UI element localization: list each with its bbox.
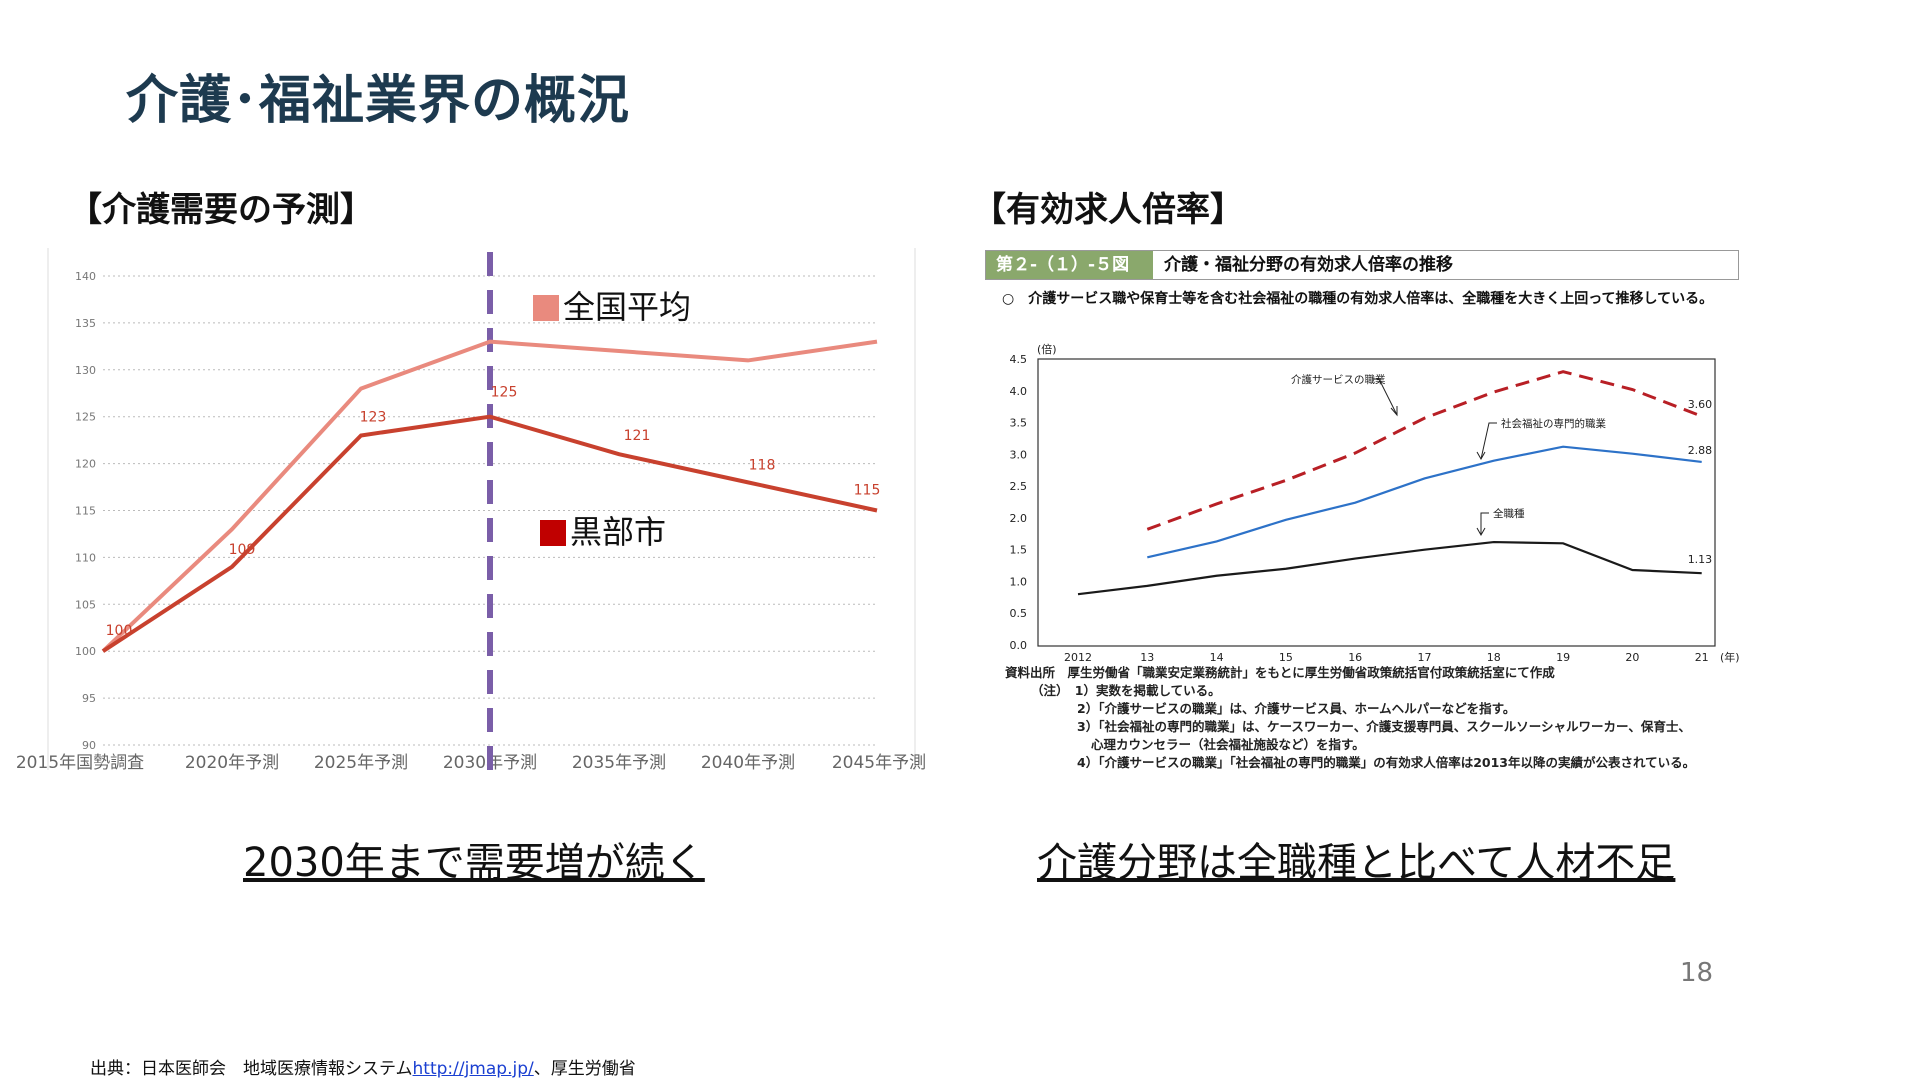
x-tick-label: 2040年予測 — [701, 753, 795, 773]
demand-forecast-chart: 90 95 100 105 110 115 120 125 130 135 140 2015年国勢調… — [16, 248, 926, 775]
note-3-cont: 心理カウンセラー（社会福祉施設など）を指す。 — [1091, 737, 1365, 752]
y-tick-label: 90 — [82, 739, 96, 752]
x-tick-label: 20 — [1625, 651, 1639, 664]
x-tick-label: 2045年予測 — [832, 753, 926, 773]
figure-title-bar: 第２-（１）-５図 介護・福祉分野の有効求人倍率の推移 — [985, 250, 1739, 280]
y-tick-label: 140 — [75, 270, 96, 283]
y-tick-label: 100 — [75, 645, 96, 658]
y-tick-label: 0.5 — [1010, 607, 1028, 620]
data-label: 115 — [854, 483, 881, 499]
x-tick-label: 2015年国勢調査 — [16, 753, 144, 773]
x-unit-label: (年) — [1720, 650, 1740, 664]
y-tick-label: 3.5 — [1010, 417, 1028, 430]
x-tick-label: 13 — [1140, 651, 1154, 664]
data-label: 109 — [229, 542, 256, 558]
kurobe-city-line — [101, 414, 878, 653]
end-value-label: 2.88 — [1688, 444, 1713, 457]
note-4: 4）「介護サービスの職業」「社会福祉の専門的職業」の有効求人倍率は2013年以降… — [1077, 755, 1696, 770]
care-service-callout-arrowhead — [1390, 406, 1398, 417]
legend-city-swatch — [540, 520, 566, 546]
x-tick-label: 2025年予測 — [314, 753, 408, 773]
social-welfare-callout: 社会福祉の専門的職業 — [1501, 417, 1606, 430]
note-1: （注） 1）実数を掲載している。 — [1031, 683, 1221, 698]
y-tick-label: 0.0 — [1010, 639, 1028, 652]
x-tick-label: 19 — [1556, 651, 1570, 664]
y-tick-label: 1.0 — [1010, 575, 1028, 588]
data-label: 121 — [624, 428, 651, 444]
job-ratio-heading: 【有効求人倍率】 — [972, 190, 1244, 230]
social-welfare-callout-arrow — [1480, 422, 1497, 460]
figure-number: 第２-（１）-５図 — [986, 251, 1153, 279]
figure-description: ○ 介護サービス職や保育士等を含む社会福祉の職種の有効求人倍率は、全職種を大きく… — [1002, 291, 1714, 307]
job-ratio-caption: 介護分野は全職種と比べて人材不足 — [1037, 840, 1676, 886]
y-unit-label: (倍) — [1037, 342, 1057, 356]
y-tick-label: 3.0 — [1010, 448, 1028, 461]
y-tick-label: 105 — [75, 598, 96, 611]
source-link[interactable]: http://jmap.jp/ — [412, 1059, 534, 1079]
y-tick-label: 115 — [75, 505, 96, 518]
y-tick-label: 2.5 — [1010, 480, 1028, 493]
x-tick-label: 15 — [1279, 651, 1293, 664]
legend-national-swatch — [533, 295, 559, 321]
end-value-label: 1.13 — [1688, 553, 1713, 566]
note-3: 3）「社会福祉の専門的職業」は、ケースワーカー、介護支援専門員、スクールソーシャ… — [1077, 719, 1691, 734]
data-label: 125 — [491, 385, 518, 401]
y-tick-label: 1.5 — [1010, 544, 1028, 557]
x-tick-label: 18 — [1487, 651, 1501, 664]
note-source: 資料出所 厚生労働省「職業安定業務統計」をもとに厚生労働省政策統括官付政策統括室… — [1005, 665, 1555, 680]
slide-title: 介護･福祉業界の概況 — [126, 71, 631, 131]
y-tick-label: 110 — [75, 551, 96, 564]
y-tick-label: 130 — [75, 364, 96, 377]
y-tick-label: 4.0 — [1010, 385, 1028, 398]
x-tick-label: 14 — [1210, 651, 1224, 664]
social-welfare-callout-arrowhead — [1476, 451, 1486, 461]
source-suffix: 、厚生労働省 — [533, 1059, 636, 1079]
plot-frame — [1037, 358, 1716, 647]
job-ratio-chart: (倍) 0.0 0.5 1.0 1.5 2.0 2.5 3.0 3.5 4.0 4.5 2012 1… — [1010, 342, 1740, 664]
y-tick-label: 2.0 — [1010, 512, 1028, 525]
all-jobs-line — [1077, 540, 1702, 596]
care-service-line — [1146, 370, 1703, 531]
care-service-callout-arrow — [1373, 378, 1398, 416]
all-jobs-callout: 全職種 — [1493, 507, 1525, 520]
demand-forecast-heading: 【介護需要の予測】 — [68, 190, 374, 230]
figure-notes: 資料出所 厚生労働省「職業安定業務統計」をもとに厚生労働省政策統括官付政策統括室… — [1005, 664, 1695, 772]
data-label: 118 — [749, 457, 776, 473]
all-jobs-callout-arrow — [1480, 512, 1489, 535]
y-tick-label: 120 — [75, 458, 96, 471]
x-tick-label: 2020年予測 — [185, 753, 279, 773]
legend-national-label: 全国平均 — [563, 288, 691, 326]
source-citation: 出典：日本医師会 地域医療情報システムhttp://jmap.jp/、厚生労働省 — [90, 1054, 636, 1079]
figure-title: 介護・福祉分野の有効求人倍率の推移 — [1164, 255, 1453, 275]
x-tick-label: 16 — [1348, 651, 1362, 664]
demand-caption: 2030年まで需要増が続く — [243, 840, 705, 886]
page-number: 18 — [1680, 958, 1714, 988]
note-2: 2）「介護サービスの職業」は、介護サービス員、ホームヘルパーなどを指す。 — [1077, 701, 1516, 716]
y-tick-label: 95 — [82, 692, 96, 705]
x-tick-label: 17 — [1418, 651, 1432, 664]
care-service-callout: 介護サービスの職業 — [1291, 373, 1386, 386]
source-prefix: 出典：日本医師会 地域医療情報システム — [90, 1059, 413, 1079]
national-average-line — [101, 339, 878, 653]
data-label: 100 — [106, 623, 133, 639]
y-tick-label: 135 — [75, 317, 96, 330]
y-tick-label: 4.5 — [1010, 353, 1028, 366]
social-welfare-line — [1147, 445, 1702, 559]
end-value-label: 3.60 — [1688, 398, 1713, 411]
data-label: 123 — [360, 409, 387, 425]
x-tick-label: 21 — [1695, 651, 1709, 664]
x-tick-label: 2035年予測 — [572, 753, 666, 773]
all-jobs-callout-arrowhead — [1476, 527, 1486, 537]
x-tick-label: 2012 — [1064, 651, 1092, 664]
y-tick-label: 125 — [75, 411, 96, 424]
legend-city-label: 黒部市 — [570, 513, 666, 551]
